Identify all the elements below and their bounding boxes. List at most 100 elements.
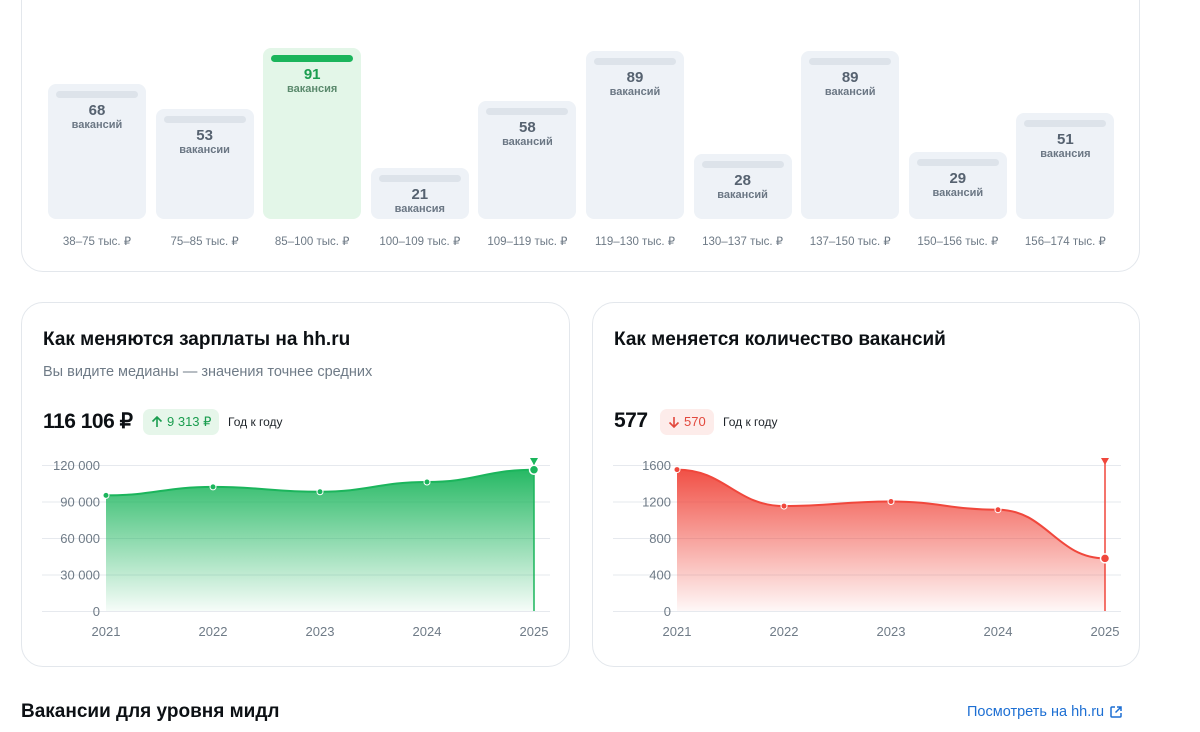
vacancy-count-value: 577 <box>614 409 648 432</box>
x-tick-label: 2022 <box>199 624 228 639</box>
bar-cap <box>378 175 461 182</box>
bar-unit: вакансия <box>1040 148 1091 160</box>
bar-unit: вакансий <box>502 136 553 148</box>
vacancy-delta-period: Год к году <box>723 415 778 429</box>
histogram-bar[interactable]: 89 вакансий <box>586 51 684 219</box>
bar-value: 58 <box>519 119 536 136</box>
bar-value: 28 <box>734 172 751 189</box>
x-tick-label: 2024 <box>413 624 442 639</box>
bar-value: 89 <box>626 69 644 86</box>
bar-cap <box>701 161 784 168</box>
histogram-bar[interactable]: 21 вакансия <box>370 168 469 219</box>
data-point[interactable] <box>994 506 1002 514</box>
salary-delta-badge: 9 313 ₽ <box>143 409 220 435</box>
x-tick-label: 2022 <box>770 624 799 639</box>
data-point[interactable] <box>673 466 681 474</box>
bar-range-label: 150–156 тыс. ₽ <box>917 236 999 248</box>
bar-cap <box>916 159 999 166</box>
area-fill <box>106 469 534 611</box>
histogram-bar[interactable]: 29 вакансий <box>908 152 1007 219</box>
section-heading: Вакансии для уровня мидл <box>21 701 280 722</box>
salary-delta-value: 9 313 ₽ <box>167 414 212 429</box>
bar-range-label: 75–85 тыс. ₽ <box>170 236 239 248</box>
bar-cap <box>809 58 892 65</box>
bar-cap <box>486 108 569 115</box>
vacancy-card-title: Как меняется количество вакансий <box>614 329 946 350</box>
bar-cap <box>56 91 138 98</box>
bar-cap <box>271 55 354 62</box>
y-tick-label: 120 000 <box>53 458 100 473</box>
view-on-hh-link[interactable]: Посмотреть на hh.ru <box>967 704 1123 720</box>
bar-unit: вакансия <box>287 83 338 95</box>
data-point[interactable] <box>780 502 788 510</box>
histogram-bar[interactable]: 58 вакансий <box>478 101 577 219</box>
bar-unit: вакансий <box>824 86 876 98</box>
bar-value: 51 <box>1057 131 1074 148</box>
view-on-hh-label: Посмотреть на hh.ru <box>967 704 1105 720</box>
y-tick-label: 800 <box>649 531 671 546</box>
y-tick-label: 0 <box>93 604 100 619</box>
bar-range-label: 100–109 тыс. ₽ <box>379 236 461 248</box>
histogram-bar[interactable]: 68 вакансий <box>48 84 146 219</box>
bar-cap <box>594 58 676 65</box>
bar-unit: вакансий <box>717 189 768 201</box>
x-tick-label: 2025 <box>520 624 549 639</box>
y-tick-label: 0 <box>664 604 671 619</box>
y-tick-label: 90 000 <box>60 495 100 510</box>
data-point[interactable] <box>423 478 431 486</box>
external-link-icon <box>1110 706 1122 718</box>
histogram-bar[interactable]: 51 вакансия <box>1016 113 1115 219</box>
data-point[interactable] <box>1099 553 1111 564</box>
median-salary-value: 116 106 ₽ <box>43 410 133 433</box>
histogram-bar[interactable]: 53 вакансии <box>155 109 254 219</box>
arrow-down-icon <box>668 417 680 428</box>
histogram-bar[interactable]: 91 вакансия <box>263 48 362 219</box>
vacancy-delta-badge: 570 <box>660 409 714 435</box>
bar-range-label: 130–137 тыс. ₽ <box>702 236 784 248</box>
marker-triangle-icon <box>530 458 538 465</box>
vacancy-trend-chart[interactable]: 1600 1200 800 400 0 2021 2022 2023 2024 2025 <box>593 453 1141 643</box>
salary-trend-card: Как меняются зарплаты на hh.ru Вы видите… <box>21 302 570 667</box>
y-tick-label: 400 <box>649 568 671 583</box>
x-tick-label: 2023 <box>877 624 906 639</box>
bar-unit: вакансий <box>609 86 661 98</box>
bar-value: 29 <box>949 170 967 187</box>
vacancy-trend-card: Как меняется количество вакансий 577 570… <box>592 302 1140 667</box>
x-tick-label: 2021 <box>92 624 121 639</box>
data-point[interactable] <box>528 464 540 475</box>
bar-unit: вакансии <box>179 144 230 156</box>
x-tick-label: 2024 <box>984 624 1013 639</box>
x-tick-label: 2025 <box>1091 624 1120 639</box>
salary-trend-chart[interactable]: 120 000 90 000 60 000 30 000 0 2021 2022 2023 20… <box>22 453 571 643</box>
vacancy-delta-value: 570 <box>684 414 706 429</box>
x-tick-label: 2023 <box>306 624 335 639</box>
data-point[interactable] <box>316 488 324 496</box>
histogram-bar[interactable]: 89 вакансий <box>801 51 900 219</box>
bar-range-label: 85–100 тыс. ₽ <box>274 236 350 248</box>
area-fill <box>677 469 1105 611</box>
arrow-up-icon <box>151 416 163 427</box>
salary-card-title: Как меняются зарплаты на hh.ru <box>43 329 351 350</box>
y-tick-label: 60 000 <box>60 531 100 546</box>
bar-cap <box>1024 120 1107 127</box>
data-point[interactable] <box>102 491 110 499</box>
x-tick-label: 2021 <box>663 624 692 639</box>
y-tick-label: 1200 <box>642 495 671 510</box>
bar-range-label: 38–75 тыс. ₽ <box>62 236 132 248</box>
bar-range-label: 109–119 тыс. ₽ <box>487 236 568 248</box>
data-point[interactable] <box>887 498 895 505</box>
marker-triangle-icon <box>1101 458 1109 465</box>
bar-unit: вакансий <box>932 187 984 199</box>
y-tick-label: 30 000 <box>60 568 100 583</box>
bar-value: 21 <box>411 186 429 203</box>
bar-value: 91 <box>303 66 321 83</box>
bar-value: 53 <box>196 127 213 144</box>
data-point[interactable] <box>209 483 217 491</box>
bar-unit: вакансий <box>71 119 123 131</box>
bar-unit: вакансия <box>394 203 445 215</box>
salary-delta-period: Год к году <box>228 415 283 429</box>
bar-range-label: 137–150 тыс. ₽ <box>809 236 891 248</box>
bar-range-label: 156–174 тыс. ₽ <box>1024 236 1106 248</box>
bar-range-label: 119–130 тыс. ₽ <box>594 236 676 248</box>
histogram-bar[interactable]: 28 вакансий <box>693 154 792 219</box>
